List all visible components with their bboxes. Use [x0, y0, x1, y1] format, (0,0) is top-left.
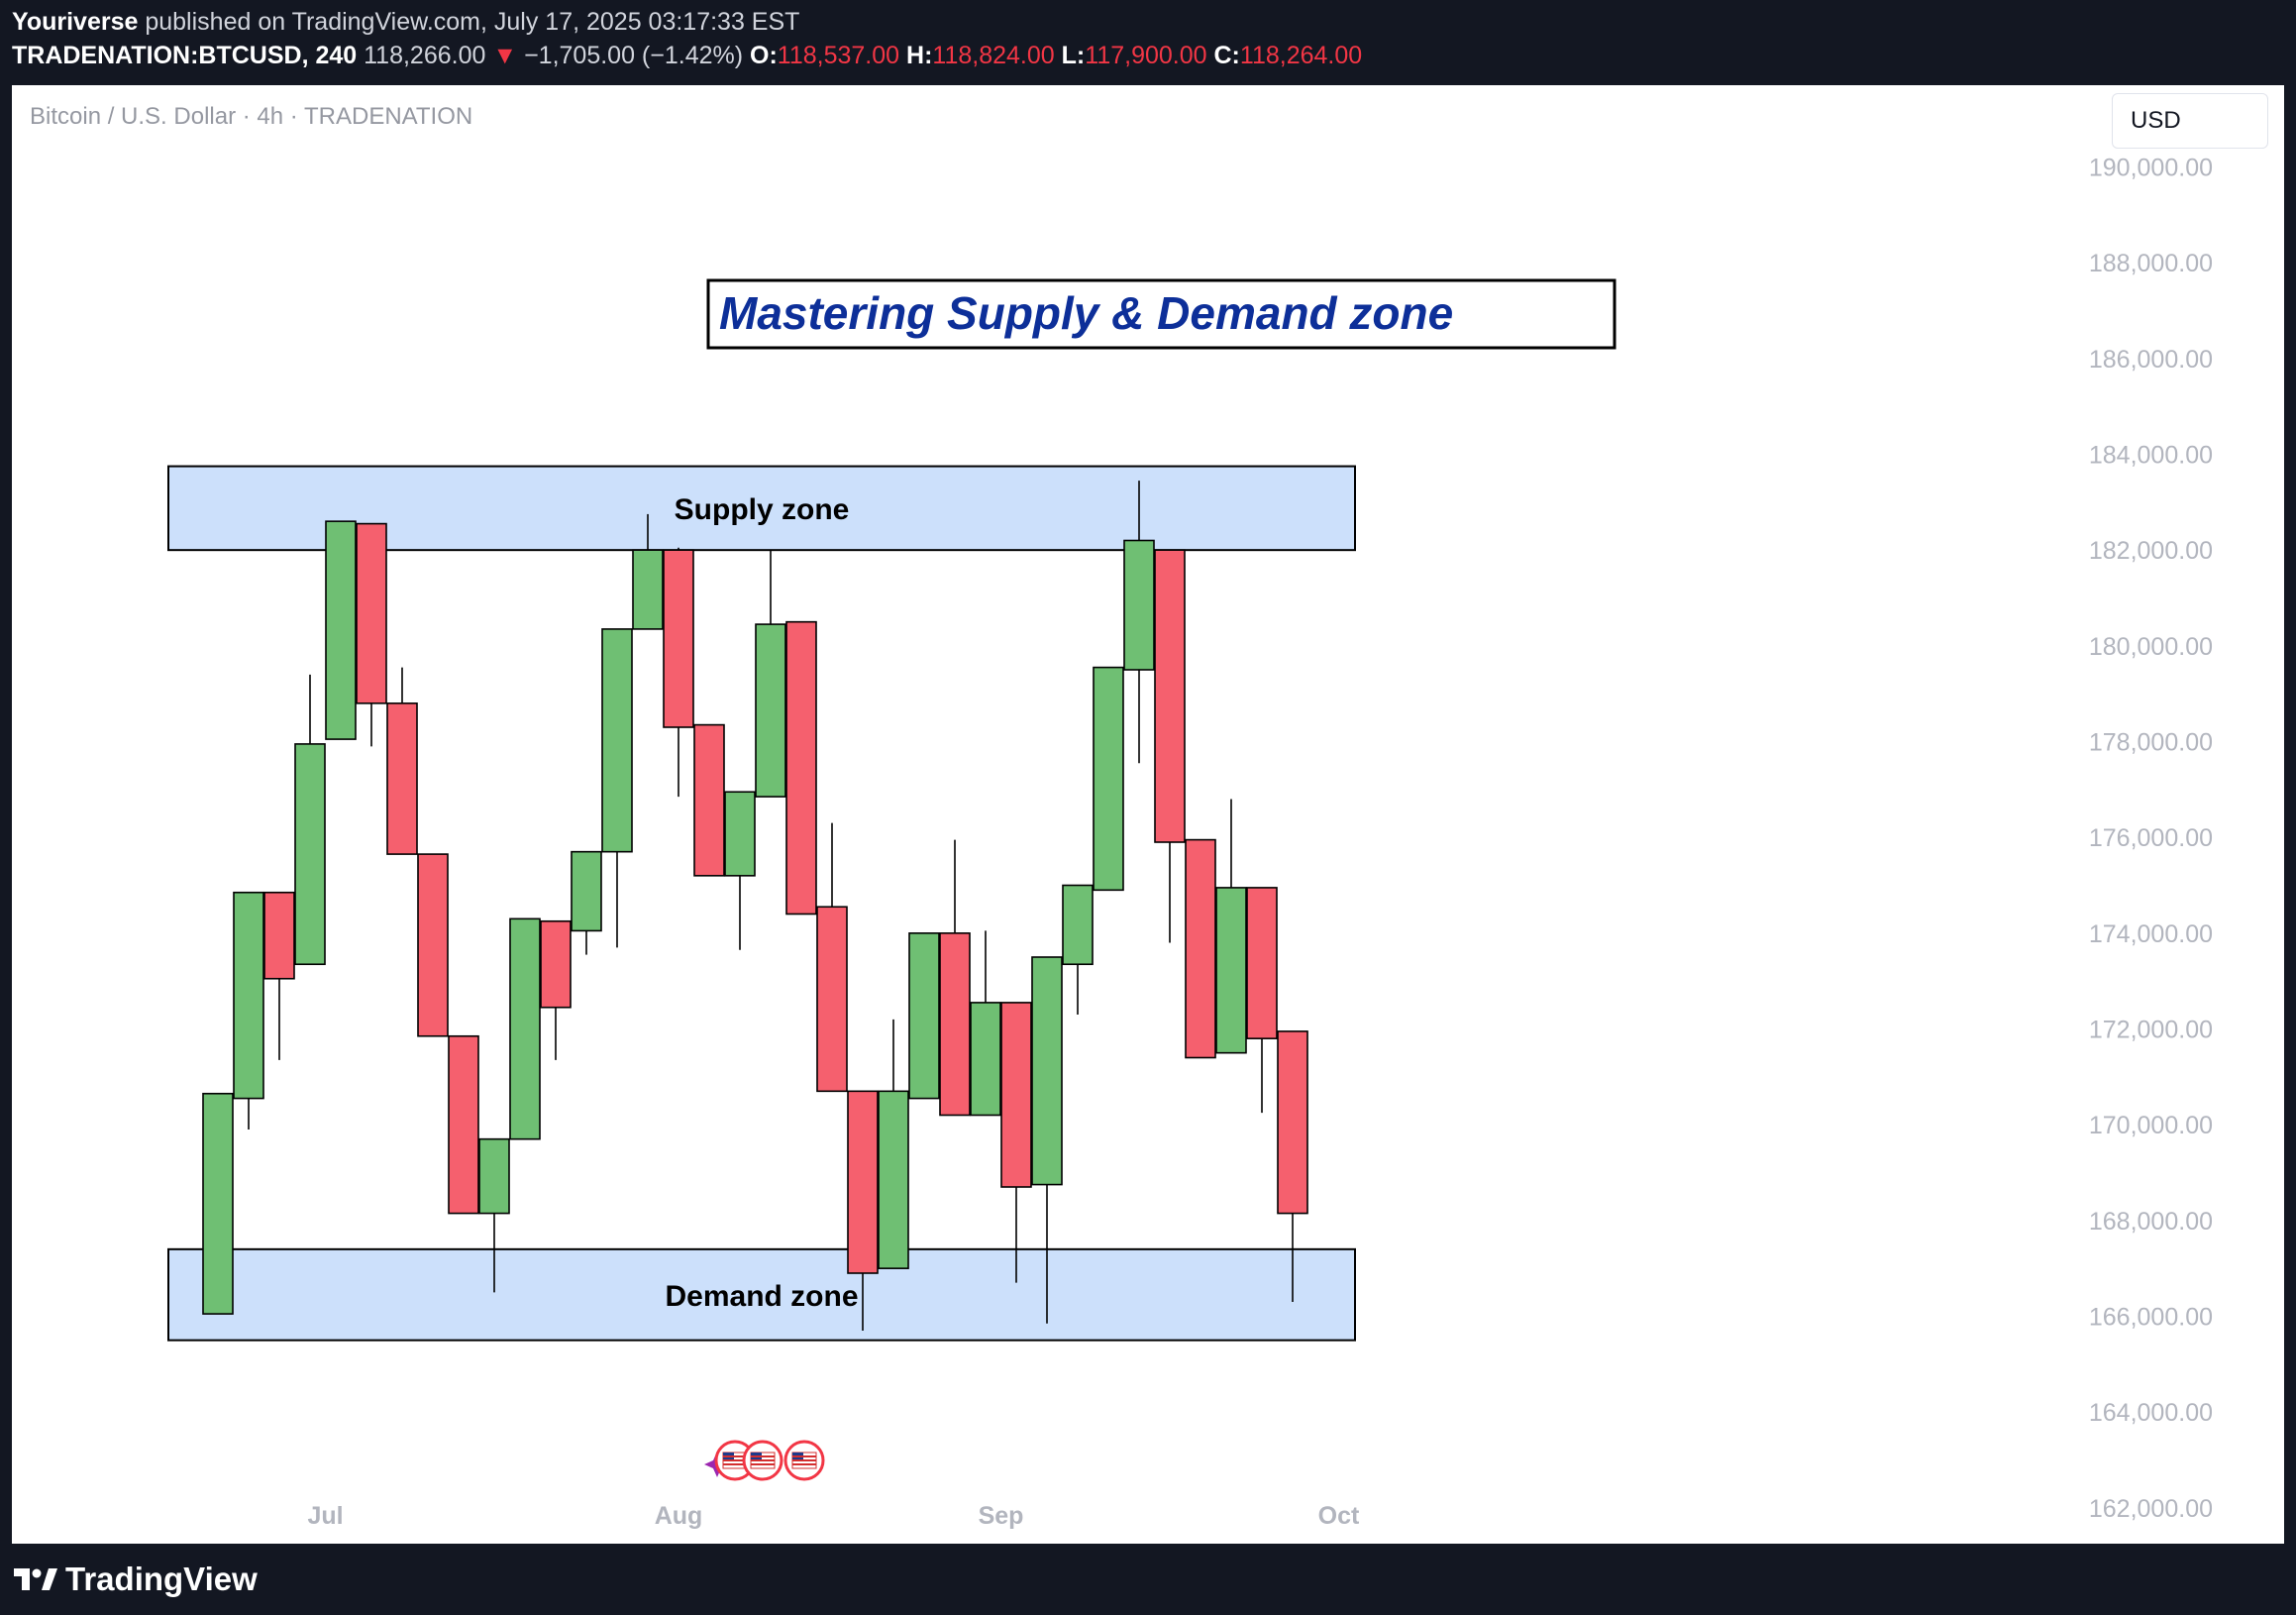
high-label: H: [906, 42, 933, 69]
open-value: 118,537.00 [777, 42, 900, 69]
y-tick-label: 168,000.00 [2089, 1208, 2213, 1236]
bearish-candle[interactable] [356, 522, 387, 704]
x-tick-label: Sep [979, 1502, 1024, 1530]
x-tick-label: Jul [307, 1502, 343, 1530]
bullish-candle[interactable] [970, 1002, 1001, 1117]
bearish-candle[interactable] [540, 919, 572, 1009]
bearish-candle[interactable] [1000, 1002, 1032, 1188]
bullish-candle[interactable] [325, 520, 357, 740]
y-tick-label: 186,000.00 [2089, 346, 2213, 374]
price-change: −1,705.00 (−1.42%) [524, 42, 744, 69]
bearish-candle[interactable] [417, 853, 449, 1037]
x-tick-label: Oct [1318, 1502, 1360, 1530]
bearish-candle[interactable] [1277, 1030, 1308, 1215]
chart-area[interactable]: Supply zone Demand zone Mastering Supply &… [12, 85, 2284, 1544]
chart-title-box [706, 278, 1617, 350]
bearish-candle[interactable] [1185, 838, 1216, 1059]
series-label: Bitcoin / U.S. Dollar · 4h · TRADENATION [30, 103, 473, 130]
y-tick-label: 166,000.00 [2089, 1304, 2213, 1332]
open-label: O: [750, 42, 778, 69]
y-tick-label: 188,000.00 [2089, 250, 2213, 277]
y-tick-label: 174,000.00 [2089, 920, 2213, 948]
demand-zone-label: Demand zone [665, 1280, 858, 1313]
close-value: 118,264.00 [1239, 42, 1363, 69]
published-text: published on TradingView.com, July 17, 2… [145, 8, 800, 36]
bullish-candle[interactable] [908, 932, 940, 1100]
bullish-candle[interactable] [755, 623, 786, 798]
bearish-candle[interactable] [448, 1034, 479, 1215]
x-tick-label: Aug [655, 1502, 703, 1530]
candlestick-chart[interactable]: Supply zone Demand zone Mastering Supply &… [12, 85, 2284, 1544]
bearish-candle[interactable] [693, 723, 725, 877]
bearish-candle[interactable] [263, 891, 295, 980]
footer-bar: TradingView [0, 1544, 2296, 1615]
bullish-candle[interactable] [478, 1137, 510, 1215]
author-name[interactable]: Youriverse [12, 8, 139, 36]
bullish-candle[interactable] [233, 891, 264, 1100]
supply-zone-label: Supply zone [675, 493, 850, 526]
bearish-candle[interactable] [816, 906, 848, 1093]
chart-title: Mastering Supply & Demand zone [719, 287, 1453, 339]
bearish-candle[interactable] [847, 1090, 879, 1274]
bullish-candle[interactable] [632, 549, 664, 630]
bearish-candle[interactable] [939, 932, 971, 1117]
bearish-candle[interactable] [785, 620, 817, 915]
bullish-candle[interactable] [202, 1092, 234, 1315]
bullish-candle[interactable] [1215, 887, 1247, 1054]
low-value: 117,900.00 [1085, 42, 1207, 69]
tradingview-logo[interactable]: TradingView [14, 1560, 258, 1599]
y-tick-label: 184,000.00 [2089, 442, 2213, 470]
bullish-candle[interactable] [1093, 666, 1124, 892]
bullish-candle[interactable] [724, 791, 756, 877]
demand-zone[interactable] [167, 1247, 1356, 1342]
bullish-candle[interactable] [878, 1090, 909, 1269]
y-tick-label: 182,000.00 [2089, 537, 2213, 565]
bullish-candle[interactable] [1062, 884, 1094, 966]
symbol-name[interactable]: TRADENATION:BTCUSD, 240 [12, 42, 358, 69]
y-tick-label: 172,000.00 [2089, 1017, 2213, 1044]
bullish-candle[interactable] [509, 917, 541, 1140]
close-label: C: [1213, 42, 1240, 69]
bearish-candle[interactable] [386, 702, 418, 855]
bearish-candle[interactable] [663, 549, 694, 728]
y-tick-label: 176,000.00 [2089, 824, 2213, 852]
y-tick-label: 178,000.00 [2089, 729, 2213, 757]
y-tick-label: 170,000.00 [2089, 1112, 2213, 1139]
publish-header: Youriverse published on TradingView.com,… [0, 0, 2296, 85]
bearish-candle[interactable] [1154, 549, 1186, 843]
bullish-candle[interactable] [1123, 539, 1155, 671]
symbol-line: TRADENATION:BTCUSD, 240 118,266.00 ▼ −1,… [12, 42, 1362, 70]
currency-selector[interactable]: USD [2112, 93, 2268, 149]
bullish-candle[interactable] [1031, 956, 1063, 1186]
y-tick-label: 190,000.00 [2089, 155, 2213, 182]
change-down-icon: ▼ [492, 42, 518, 69]
y-tick-label: 162,000.00 [2089, 1495, 2213, 1523]
bullish-candle[interactable] [294, 743, 326, 966]
last-price: 118,266.00 [364, 42, 486, 69]
y-tick-label: 180,000.00 [2089, 633, 2213, 661]
high-value: 118,824.00 [932, 42, 1055, 69]
bullish-candle[interactable] [601, 628, 633, 853]
y-tick-label: 164,000.00 [2089, 1399, 2213, 1427]
publish-info: Youriverse published on TradingView.com,… [12, 8, 799, 37]
bearish-candle[interactable] [1246, 887, 1278, 1039]
brand-name: TradingView [65, 1561, 258, 1597]
bullish-candle[interactable] [571, 850, 602, 932]
tradingview-logo-icon [14, 1568, 57, 1590]
low-label: L: [1061, 42, 1086, 69]
